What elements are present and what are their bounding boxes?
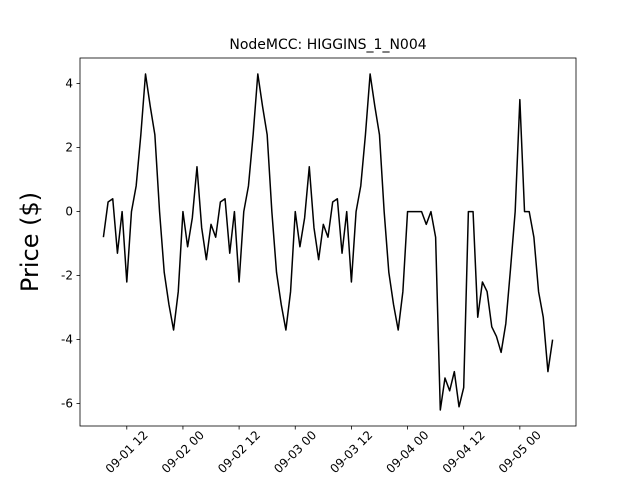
y-tick-label: -4 [61,333,73,347]
x-tick-label: 09-02 12 [215,428,263,476]
x-tick-label: 09-02 00 [159,428,207,476]
plot-frame [79,57,577,427]
y-tick-label: 4 [65,77,73,91]
y-tick-label: -2 [61,269,73,283]
x-tick-label: 09-04 12 [440,428,488,476]
y-tick-label: -6 [61,397,73,411]
chart-title: NodeMCC: HIGGINS_1_N004 [229,37,426,53]
price-line [102,73,554,411]
x-tick-label: 09-04 00 [384,428,432,476]
x-tick-label: 09-03 00 [271,428,319,476]
x-tick-label: 09-03 12 [327,428,375,476]
y-axis-label: Price ($) [16,192,44,292]
y-tick-label: 0 [65,205,73,219]
x-tick-label: 09-01 12 [103,428,151,476]
y-tick-label: 2 [65,141,73,155]
x-tick-label: 09-05 00 [496,428,544,476]
